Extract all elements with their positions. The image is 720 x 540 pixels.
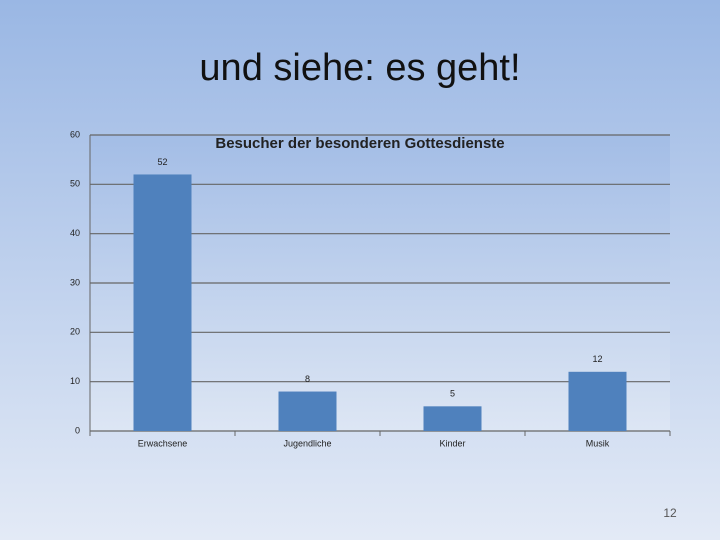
data-label: 8 (305, 374, 310, 384)
y-tick-label: 40 (70, 228, 80, 238)
bar (133, 174, 192, 431)
bar (568, 371, 627, 431)
y-tick-label: 0 (75, 425, 80, 435)
slide-title: und siehe: es geht! (199, 47, 520, 89)
chart-title: Besucher der besonderen Gottesdienste (215, 135, 504, 152)
y-tick-label: 10 (70, 376, 80, 386)
y-tick-label: 20 (70, 327, 80, 337)
x-tick-label: Kinder (439, 438, 465, 448)
x-tick-label: Erwachsene (138, 438, 188, 448)
bar (423, 406, 482, 431)
y-tick-label: 30 (70, 277, 80, 287)
slide-number: 12 (663, 506, 677, 520)
x-tick-label: Musik (586, 438, 610, 448)
data-label: 5 (450, 389, 455, 399)
y-tick-label: 50 (70, 179, 80, 189)
data-label: 12 (592, 354, 602, 364)
y-tick-label: 60 (70, 129, 80, 139)
x-tick-label: Jugendliche (283, 438, 331, 448)
data-label: 52 (157, 157, 167, 167)
bar (278, 391, 337, 431)
